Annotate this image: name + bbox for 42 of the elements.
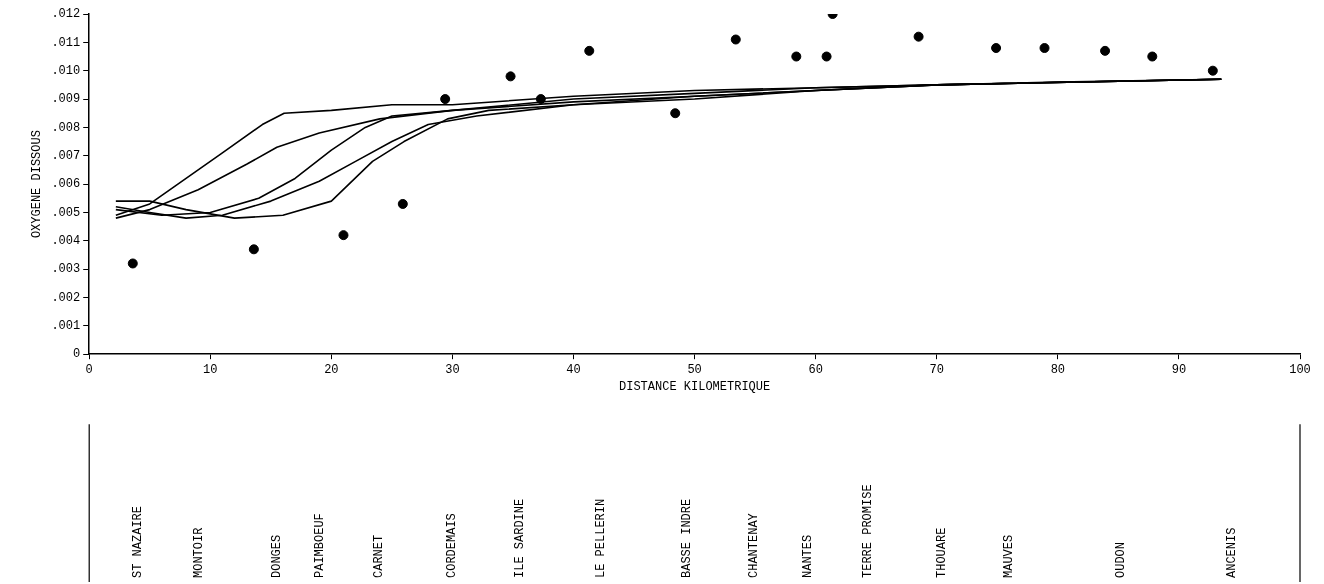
y-tick-label: .011 xyxy=(51,35,81,50)
x-tick-label: 70 xyxy=(929,362,944,377)
text: MAUVES xyxy=(1001,534,1016,578)
text: TERRE PROMISE xyxy=(861,484,876,578)
y-tick-label: .003 xyxy=(51,262,81,277)
y-tick-label: .002 xyxy=(51,290,81,305)
text: CARNET xyxy=(372,534,387,578)
x-tick-label: 50 xyxy=(687,362,702,377)
text: CHANTENAY xyxy=(747,513,762,578)
y-tick-label: 0 xyxy=(73,347,81,362)
text: NANTES xyxy=(800,534,815,578)
y-tick-label: .009 xyxy=(51,92,81,107)
text: PAIMBOEUF xyxy=(312,513,327,578)
x-tick-label: 60 xyxy=(808,362,823,377)
x-tick-label: 40 xyxy=(566,362,581,377)
x-tick-label: 0 xyxy=(85,362,93,377)
y-tick-label: .005 xyxy=(51,205,81,220)
x-tick-label: 10 xyxy=(203,362,218,377)
text: DONGES xyxy=(270,534,285,578)
text: CORDEMAIS xyxy=(444,513,459,578)
x-tick-label: 80 xyxy=(1050,362,1066,377)
text: ST NAZAIRE xyxy=(131,505,146,578)
text: OUDON xyxy=(1114,541,1129,578)
text: MONTOIR xyxy=(191,527,206,578)
y-tick-label: .010 xyxy=(51,63,81,78)
y-tick-label: .006 xyxy=(51,177,81,192)
x-tick-label: 90 xyxy=(1171,362,1187,377)
text: BASSE INDRE xyxy=(679,498,694,578)
y-tick-label: .007 xyxy=(51,148,81,163)
x-tick-label: 100 xyxy=(1289,362,1311,377)
text: ILE SARDINE xyxy=(512,498,527,578)
y-tick-label: .008 xyxy=(51,120,81,135)
text: LE PELLERIN xyxy=(593,498,608,578)
x-tick-label: 20 xyxy=(324,362,339,377)
y-tick-label: .001 xyxy=(51,319,81,334)
x-tick-label: 30 xyxy=(445,362,460,377)
x-axis-title: DISTANCE KILOMETRIQUE xyxy=(618,379,771,394)
text: THOUARE xyxy=(935,527,950,578)
y-axis-title: OXYGENE DISSOUS xyxy=(30,130,45,239)
y-tick-label: .012 xyxy=(51,7,81,22)
text: ANCENIS xyxy=(1224,527,1239,578)
y-tick-label: .004 xyxy=(51,233,81,248)
